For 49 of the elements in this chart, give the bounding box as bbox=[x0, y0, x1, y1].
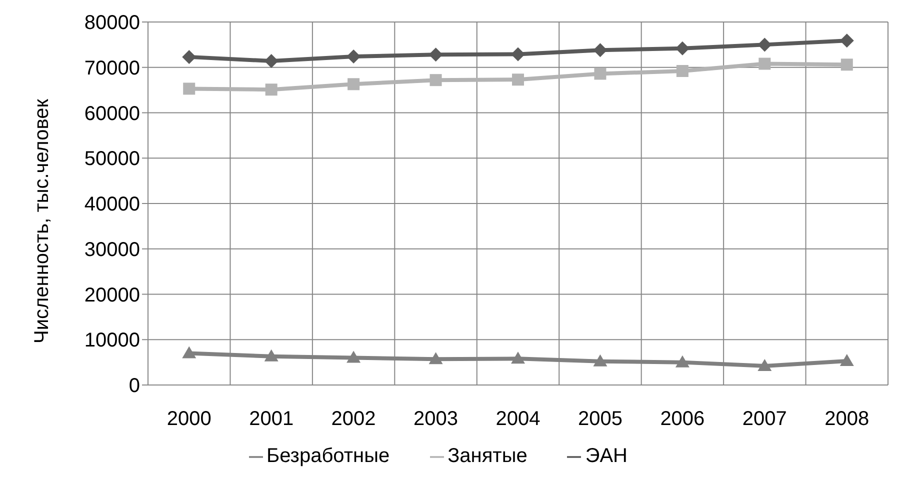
point bbox=[511, 47, 525, 62]
x-tick-label: 2005 bbox=[578, 408, 622, 430]
point bbox=[675, 355, 690, 368]
x-tick-label: 2000 bbox=[166, 408, 212, 430]
legend-label: Безработные bbox=[266, 445, 390, 467]
point bbox=[182, 50, 196, 64]
x-tick-label: 2001 bbox=[249, 408, 294, 430]
point bbox=[840, 354, 854, 366]
point bbox=[840, 58, 853, 71]
y-tick-label: 0 bbox=[128, 375, 140, 398]
x-tick-label: 2003 bbox=[414, 408, 458, 430]
point bbox=[676, 65, 688, 78]
x-tick-label: 2006 bbox=[660, 408, 705, 430]
point bbox=[264, 54, 278, 68]
y-tick-label: 40000 bbox=[84, 194, 140, 216]
y-axis-title: Численность, тыс.человек bbox=[31, 98, 54, 344]
y-tick-label: 80000 bbox=[84, 12, 140, 34]
point bbox=[430, 74, 442, 86]
x-tick-label: 2004 bbox=[496, 408, 540, 430]
y-tick-label: 60000 bbox=[84, 102, 140, 125]
y-tick-label: 70000 bbox=[84, 57, 140, 80]
legend-label: ЭАН bbox=[585, 445, 628, 467]
point bbox=[182, 346, 196, 358]
point bbox=[428, 352, 443, 364]
point bbox=[265, 84, 278, 96]
y-tick-label: 20000 bbox=[84, 284, 140, 306]
x-tick-label: 2008 bbox=[824, 408, 870, 430]
point bbox=[511, 352, 525, 364]
point bbox=[593, 354, 608, 366]
point bbox=[428, 48, 443, 62]
point bbox=[758, 58, 771, 70]
point bbox=[593, 43, 608, 58]
y-tick-label: 30000 bbox=[84, 238, 140, 261]
point bbox=[675, 41, 690, 56]
legend-label: Занятые bbox=[448, 445, 528, 467]
point bbox=[840, 34, 854, 48]
x-tick-label: 2007 bbox=[742, 408, 787, 430]
point bbox=[758, 38, 772, 52]
point bbox=[758, 358, 772, 371]
point bbox=[346, 350, 361, 363]
point bbox=[512, 74, 524, 86]
y-tick-label: 10000 bbox=[84, 330, 140, 352]
point bbox=[264, 349, 278, 362]
y-tick-label: 50000 bbox=[84, 148, 140, 170]
point bbox=[183, 82, 196, 95]
x-tick-label: 2002 bbox=[331, 408, 376, 430]
point bbox=[346, 49, 361, 64]
point bbox=[348, 78, 360, 90]
point bbox=[594, 68, 606, 80]
